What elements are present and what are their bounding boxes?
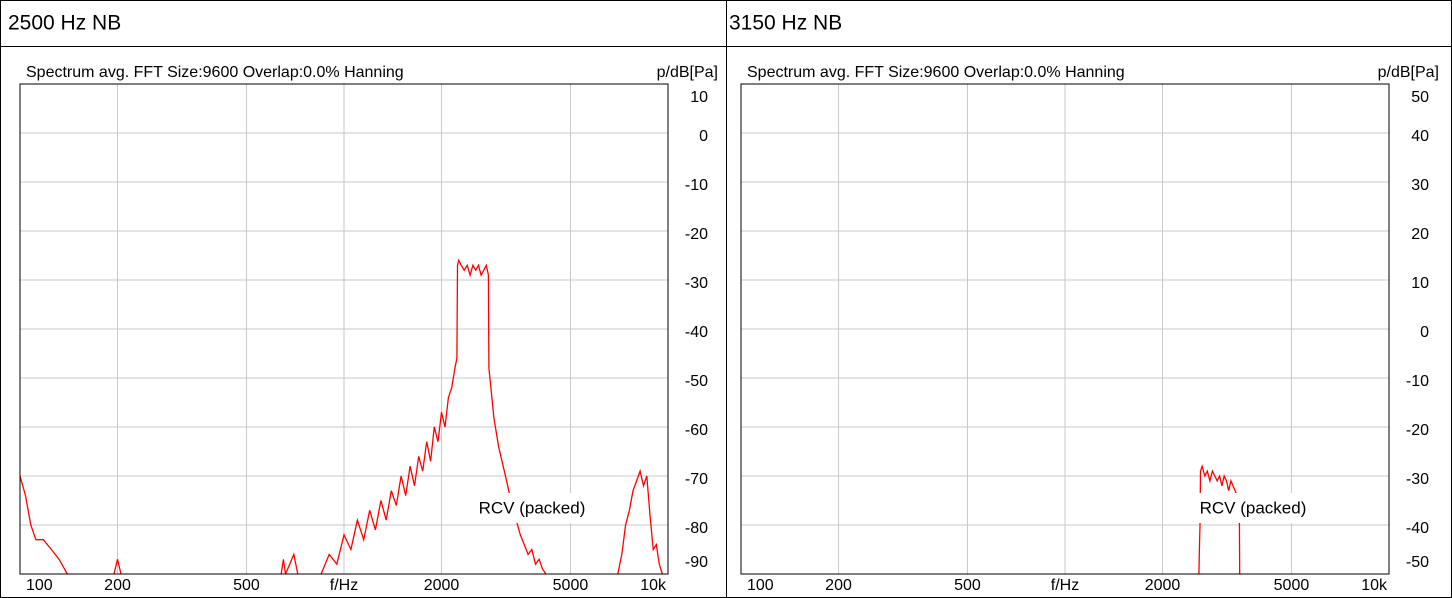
x-tick-label: 10k xyxy=(1361,577,1388,594)
x-tick-label: 200 xyxy=(104,577,131,594)
y-tick-label: -30 xyxy=(1406,471,1429,488)
x-tick-label: 100 xyxy=(747,577,774,594)
y-tick-label: 0 xyxy=(1420,324,1429,341)
x-tick-label: 100 xyxy=(26,577,53,594)
y-tick-label: 10 xyxy=(1411,275,1429,292)
x-tick-label: 500 xyxy=(954,577,981,594)
legend-label: RCV (packed) xyxy=(479,498,586,517)
x-tick-label: f/Hz xyxy=(330,577,358,594)
x-tick-label: 5000 xyxy=(1274,577,1310,594)
y-tick-label: -10 xyxy=(1406,373,1429,390)
x-tick-label: 5000 xyxy=(553,577,589,594)
y-tick-label: -10 xyxy=(685,177,708,194)
panel-title: 2500 Hz NB xyxy=(8,12,121,35)
y-axis-label: p/dB[Pa] xyxy=(1378,64,1439,81)
spectrum-line xyxy=(1198,463,1241,574)
subtitle: Spectrum avg. FFT Size:9600 Overlap:0.0%… xyxy=(26,64,404,81)
y-tick-label: -80 xyxy=(685,520,708,537)
panel-title: 3150 Hz NB xyxy=(729,12,842,35)
subtitle: Spectrum avg. FFT Size:9600 Overlap:0.0%… xyxy=(747,64,1125,81)
plot-frame xyxy=(19,83,669,575)
y-axis-label: p/dB[Pa] xyxy=(657,64,718,81)
y-tick-label: 30 xyxy=(1411,177,1429,194)
y-tick-label: 20 xyxy=(1411,226,1429,243)
legend-label: RCV (packed) xyxy=(1200,498,1307,517)
x-tick-label: 2000 xyxy=(424,577,460,594)
y-tick-label: -70 xyxy=(685,471,708,488)
y-tick-label: -40 xyxy=(685,324,708,341)
spectrum-line xyxy=(20,258,663,574)
y-tick-label: 50 xyxy=(1411,89,1429,106)
x-tick-label: 2000 xyxy=(1145,577,1181,594)
x-tick-label: 10k xyxy=(640,577,667,594)
legend-box xyxy=(1181,493,1326,523)
y-tick-label: -20 xyxy=(685,226,708,243)
y-tick-label: -40 xyxy=(1406,520,1429,537)
y-tick-label: -60 xyxy=(685,422,708,439)
y-tick-label: -50 xyxy=(1406,554,1429,571)
y-tick-label: -20 xyxy=(1406,422,1429,439)
y-tick-label: -30 xyxy=(685,275,708,292)
y-tick-label: 40 xyxy=(1411,128,1429,145)
y-tick-label: 10 xyxy=(690,89,708,106)
x-tick-label: 500 xyxy=(233,577,260,594)
plot-frame xyxy=(740,83,1390,575)
x-tick-label: 200 xyxy=(825,577,852,594)
y-tick-label: 0 xyxy=(699,128,708,145)
y-tick-label: -90 xyxy=(685,554,708,571)
x-tick-label: f/Hz xyxy=(1051,577,1079,594)
y-tick-label: -50 xyxy=(685,373,708,390)
legend-box xyxy=(460,493,605,523)
